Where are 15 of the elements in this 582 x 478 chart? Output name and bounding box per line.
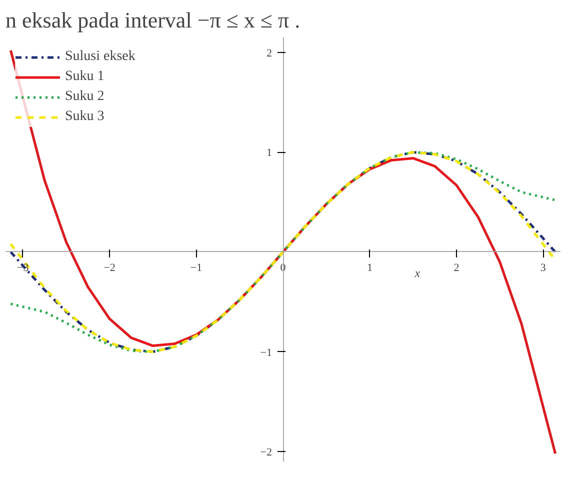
y-tick-label: −2 — [260, 446, 272, 459]
x-tick-label: −2 — [104, 262, 116, 274]
x-tick-label: 1 — [366, 262, 372, 274]
legend-label: Suku 2 — [65, 89, 104, 105]
legend-label: Sulusi eksek — [65, 49, 136, 65]
y-tick-label: 2 — [266, 47, 272, 60]
x-tick-label: 3 — [540, 262, 546, 274]
x-tick-label: −1 — [190, 262, 202, 274]
x-tick-label: 2 — [454, 262, 460, 274]
legend-label: Suku 3 — [65, 109, 104, 125]
y-tick-label: −1 — [260, 346, 272, 359]
y-tick-label: 1 — [266, 147, 272, 160]
legend-label: Suku 1 — [65, 69, 104, 85]
x-axis-title: x — [414, 266, 421, 280]
chart-title: n eksak pada interval −π ≤ x ≤ π . — [6, 8, 300, 32]
